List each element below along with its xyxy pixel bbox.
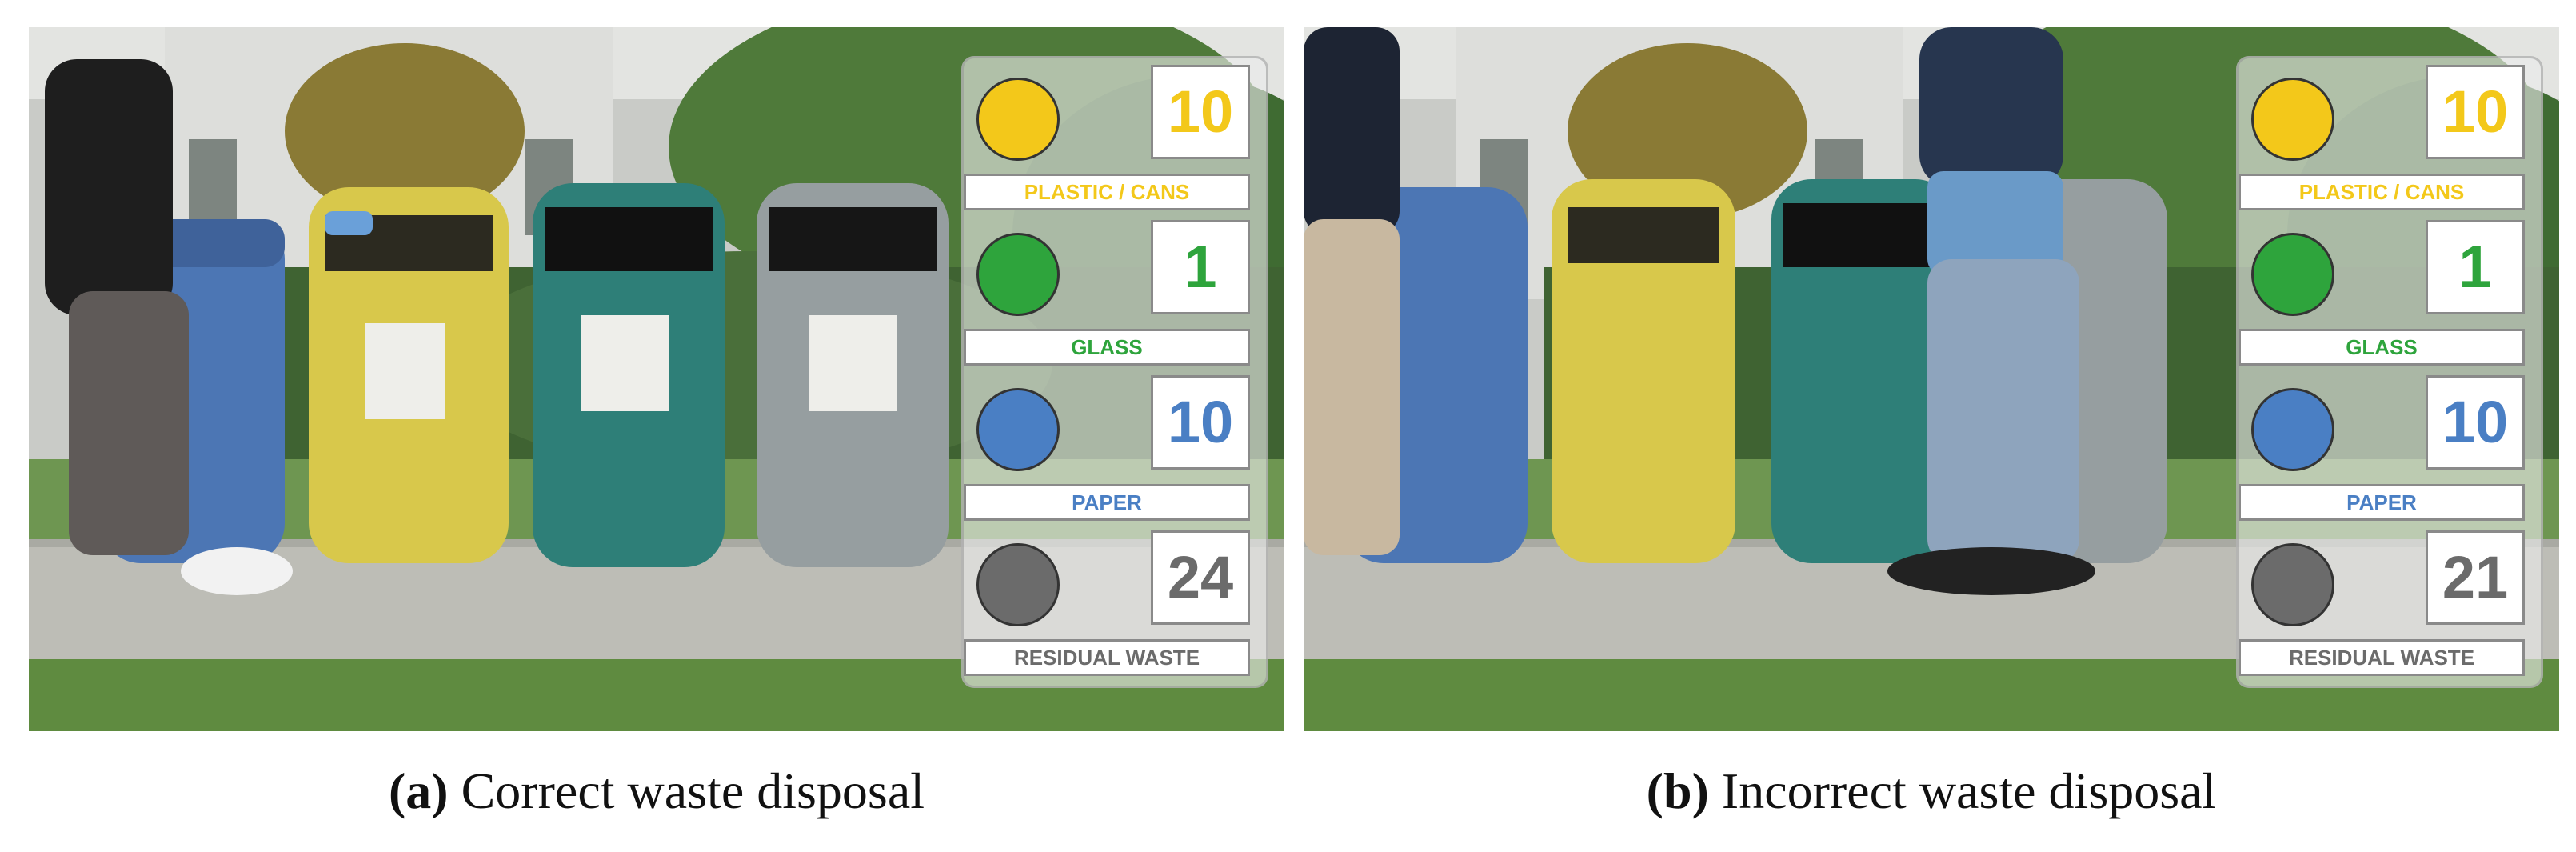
counter-row-plastic: 10 PLASTIC / CANS: [2239, 65, 2541, 220]
caption-a-text: Correct waste disposal: [448, 762, 925, 819]
glass-label: GLASS: [964, 329, 1250, 366]
yellow-bin-dot: [2251, 78, 2334, 161]
glass-count: 1: [2426, 220, 2525, 314]
green-bin-dot: [2251, 233, 2334, 316]
counter-row-residual: 21 RESIDUAL WASTE: [2239, 530, 2541, 686]
paper-label: PAPER: [964, 484, 1250, 521]
photo-panel-a: 10 PLASTIC / CANS 1 GLASS 10 PAPER 24 RE…: [29, 27, 1284, 731]
glass-label: GLASS: [2239, 329, 2525, 366]
paper-count: 10: [1151, 375, 1250, 470]
caption-b-text: Incorrect waste disposal: [1708, 762, 2217, 819]
residual-count: 21: [2426, 530, 2525, 625]
counter-row-plastic: 10 PLASTIC / CANS: [964, 65, 1266, 220]
blue-bin-dot: [2251, 388, 2334, 471]
caption-b-tag: (b): [1646, 762, 1709, 819]
plastic-label: PLASTIC / CANS: [964, 174, 1250, 210]
paper-count: 10: [2426, 375, 2525, 470]
caption-b: (b) Incorrect waste disposal: [1304, 762, 2559, 821]
caption-a-tag: (a): [388, 762, 449, 819]
residual-label: RESIDUAL WASTE: [964, 639, 1250, 676]
residual-label: RESIDUAL WASTE: [2239, 639, 2525, 676]
counter-row-glass: 1 GLASS: [2239, 220, 2541, 375]
gray-bin-dot: [2251, 543, 2334, 626]
gray-bin-dot: [976, 543, 1060, 626]
green-bin-dot: [976, 233, 1060, 316]
residual-count: 24: [1151, 530, 1250, 625]
yellow-bin-dot: [976, 78, 1060, 161]
plastic-count: 10: [1151, 65, 1250, 159]
paper-label: PAPER: [2239, 484, 2525, 521]
blue-bin-dot: [976, 388, 1060, 471]
counter-row-paper: 10 PAPER: [964, 375, 1266, 530]
caption-a: (a) Correct waste disposal: [29, 762, 1284, 821]
counter-row-residual: 24 RESIDUAL WASTE: [964, 530, 1266, 686]
counter-row-glass: 1 GLASS: [964, 220, 1266, 375]
glass-count: 1: [1151, 220, 1250, 314]
photo-panel-b: 10 PLASTIC / CANS 1 GLASS 10 PAPER 21 RE…: [1304, 27, 2559, 731]
counter-row-paper: 10 PAPER: [2239, 375, 2541, 530]
plastic-count: 10: [2426, 65, 2525, 159]
waste-counter-panel: 10 PLASTIC / CANS 1 GLASS 10 PAPER 24 RE…: [961, 56, 1268, 688]
waste-counter-panel: 10 PLASTIC / CANS 1 GLASS 10 PAPER 21 RE…: [2236, 56, 2543, 688]
plastic-label: PLASTIC / CANS: [2239, 174, 2525, 210]
